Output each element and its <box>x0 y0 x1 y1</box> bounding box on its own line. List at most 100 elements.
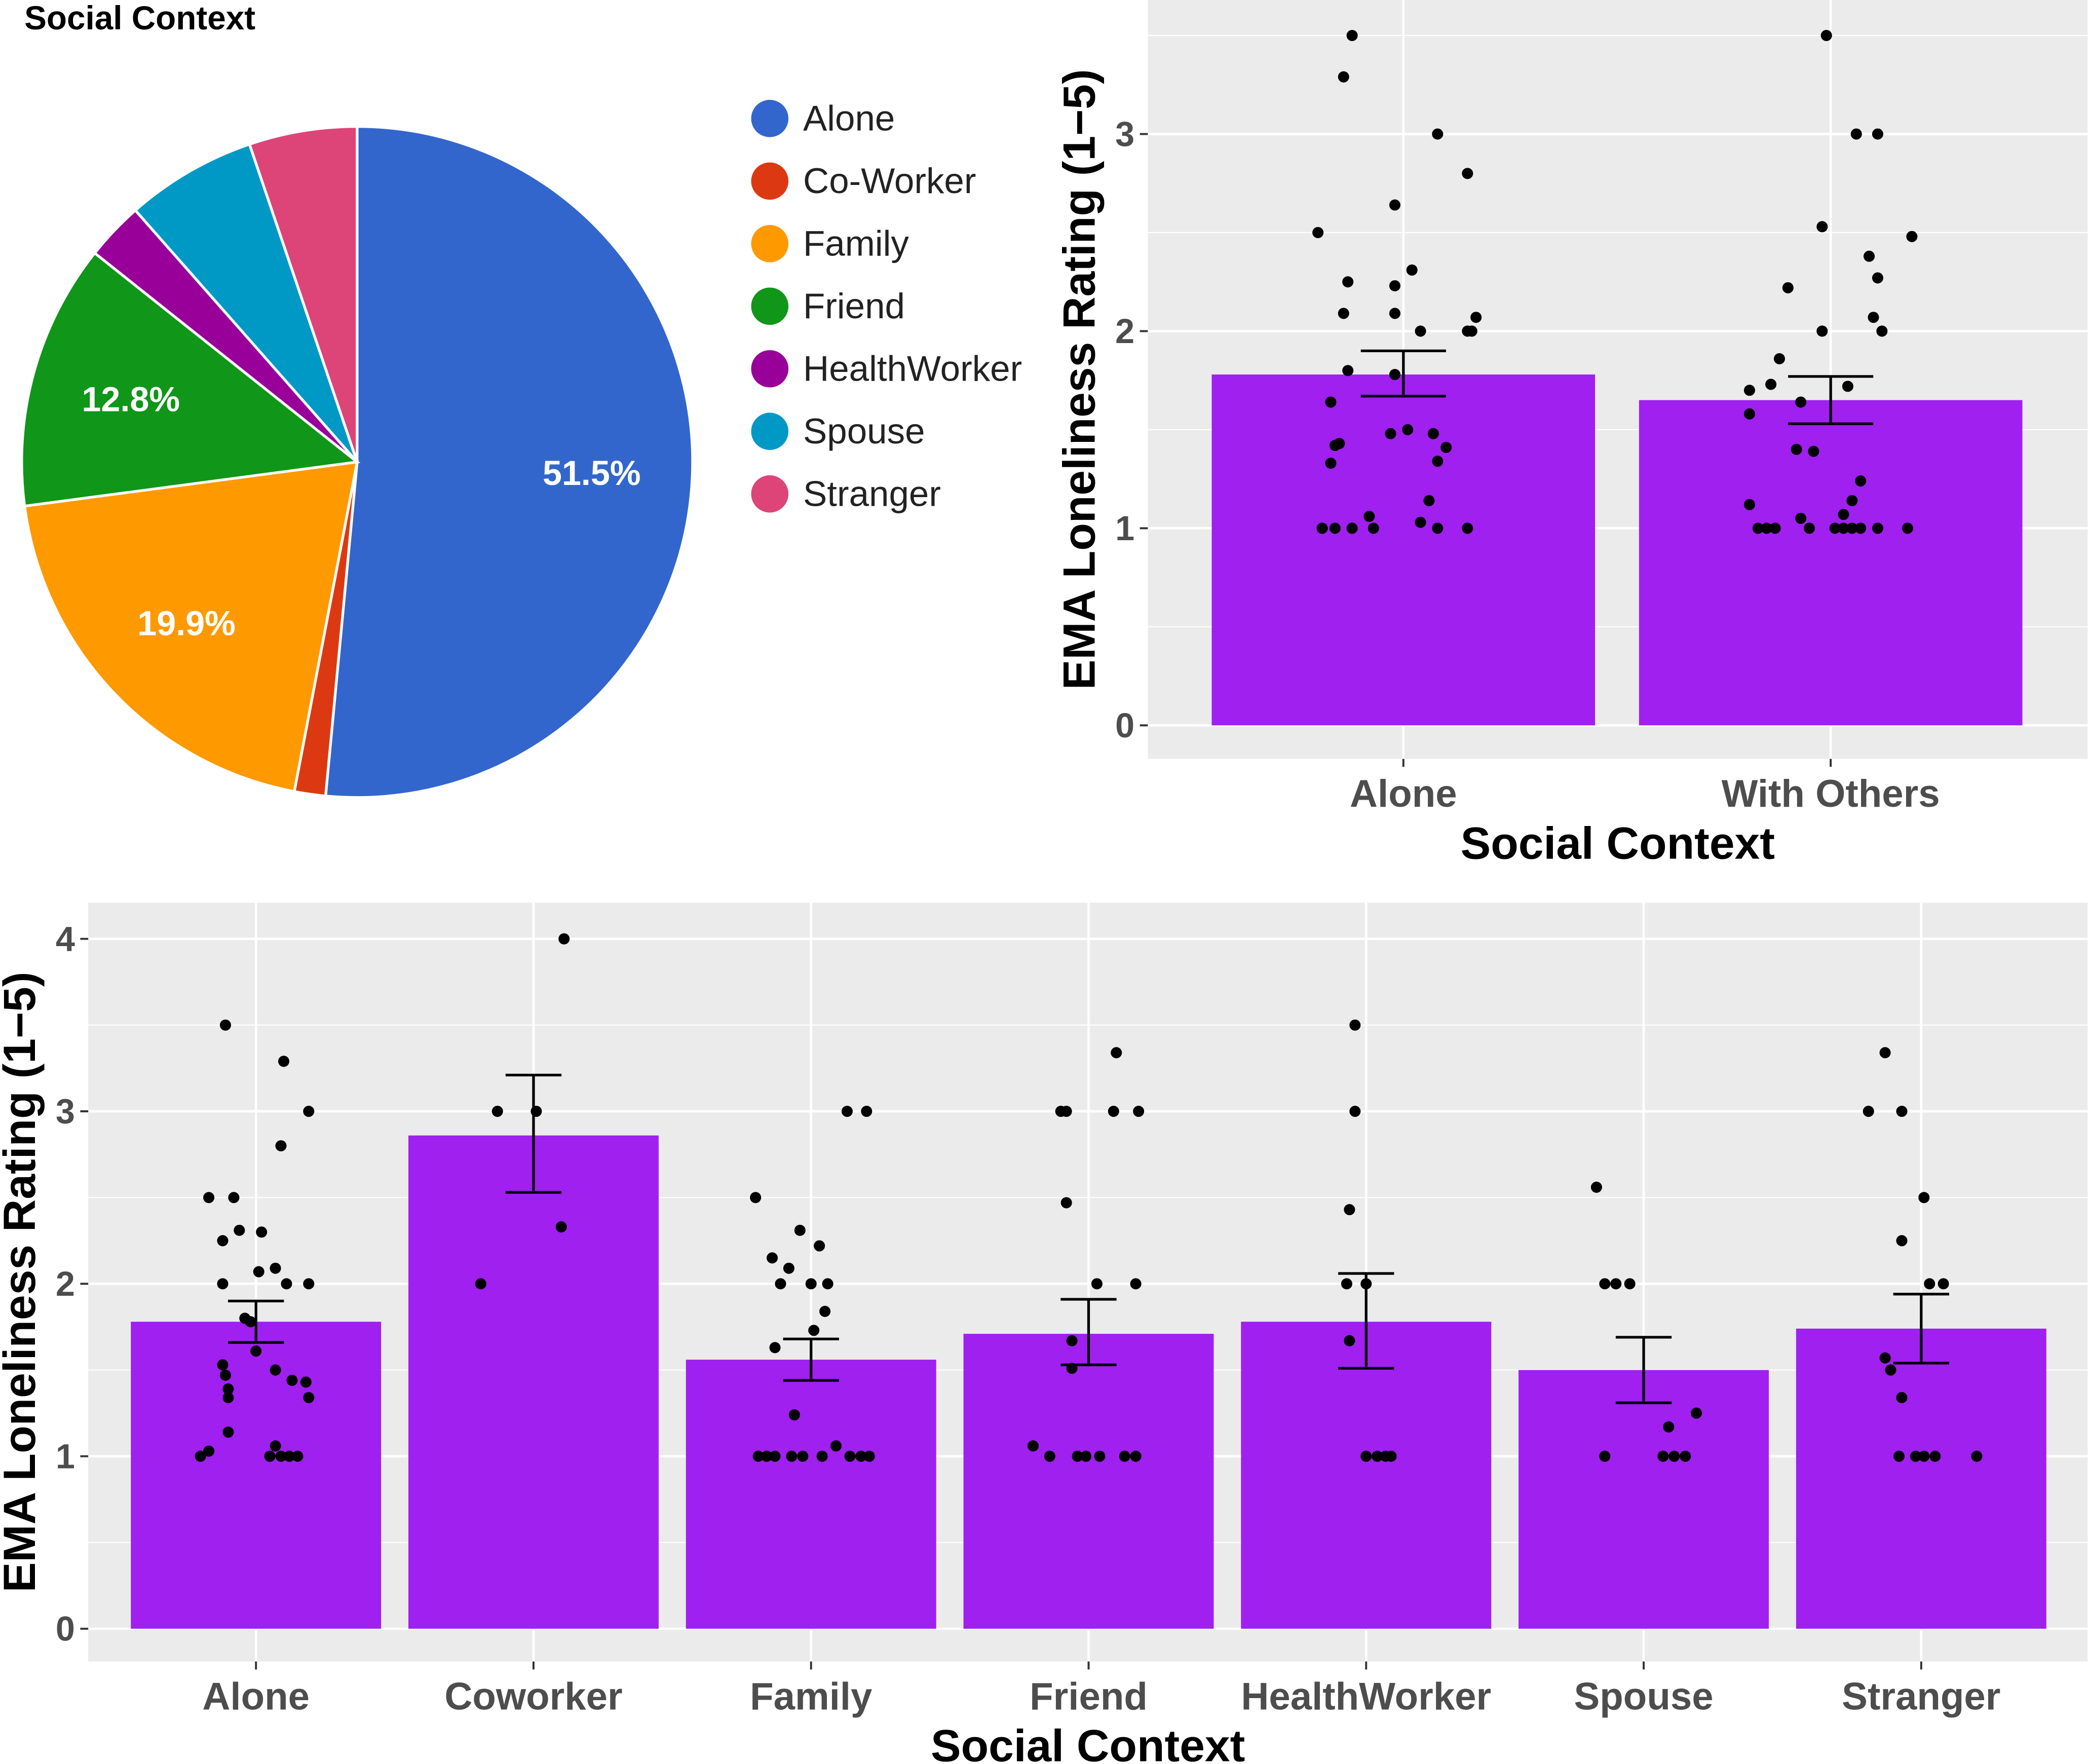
data-point <box>1470 312 1482 323</box>
data-point <box>1072 1450 1083 1462</box>
data-point <box>1415 516 1426 528</box>
data-point <box>1743 499 1755 510</box>
data-point <box>1091 1278 1103 1290</box>
data-point <box>475 1278 486 1290</box>
data-point <box>1971 1450 1983 1462</box>
pie-title: Social Context <box>24 0 255 36</box>
data-point <box>1432 128 1444 140</box>
data-point <box>1060 1197 1072 1209</box>
data-point <box>1599 1278 1611 1290</box>
data-point <box>1838 509 1849 520</box>
x-tick-label: Friend <box>1030 1675 1148 1718</box>
pie-slice-stranger <box>248 125 359 463</box>
data-point <box>1808 445 1819 457</box>
data-point <box>1663 1421 1675 1433</box>
data-point <box>1372 1450 1383 1462</box>
data-point <box>1599 1450 1611 1462</box>
data-point <box>1902 522 1913 534</box>
data-point <box>1349 1105 1361 1117</box>
data-point <box>250 1345 262 1357</box>
data-point <box>761 1450 773 1462</box>
error-bar <box>783 1337 839 1382</box>
data-point <box>491 1105 503 1117</box>
data-point <box>1427 428 1439 439</box>
data-point <box>283 1450 295 1462</box>
y-tick-label: 0 <box>56 1610 75 1648</box>
y-axis-title: EMA Loneliness Rating (1−5) <box>1053 69 1104 690</box>
bar-stranger <box>1796 1328 2046 1629</box>
data-point <box>1423 495 1435 506</box>
data-point <box>1130 1278 1142 1290</box>
data-point <box>822 1278 833 1290</box>
data-point <box>794 1224 806 1236</box>
data-point <box>816 1450 828 1462</box>
error-bar <box>1060 1298 1117 1366</box>
data-point <box>1119 1450 1130 1462</box>
x-tick-label: Alone <box>202 1675 310 1718</box>
data-point <box>769 1342 781 1354</box>
data-point <box>1108 1105 1119 1117</box>
data-point <box>1765 379 1777 390</box>
bar-family <box>686 1360 936 1629</box>
x-axis-title: Social Context <box>931 1720 1245 1764</box>
data-point <box>1803 522 1815 534</box>
data-point <box>1389 368 1401 381</box>
data-point <box>767 1252 778 1264</box>
data-point <box>1415 325 1426 337</box>
x-tick-label: HealthWorker <box>1241 1675 1491 1718</box>
bar-alone <box>131 1322 382 1629</box>
bar-friend <box>963 1334 1214 1629</box>
data-point <box>1657 1450 1669 1462</box>
data-point <box>1791 443 1802 455</box>
data-point <box>1769 522 1781 534</box>
x-tick-label: Stranger <box>1842 1675 2000 1718</box>
pie-slice-spouse <box>133 142 359 463</box>
data-point <box>203 1192 215 1204</box>
data-point <box>217 1278 229 1290</box>
x-axis-title: Social Context <box>1461 818 1775 869</box>
bar-with-others <box>1639 400 2023 726</box>
data-point <box>1341 1278 1352 1290</box>
error-bar <box>1338 1272 1394 1370</box>
data-point <box>1432 522 1444 534</box>
x-tick-label: With Others <box>1722 772 1940 815</box>
data-point <box>1080 1450 1092 1462</box>
data-point <box>1879 1352 1891 1364</box>
data-point <box>1344 1204 1355 1216</box>
data-point <box>1842 381 1853 392</box>
data-point <box>1743 408 1755 420</box>
error-bar <box>1360 349 1446 398</box>
data-point <box>281 1278 292 1290</box>
x-tick-label: Alone <box>1350 772 1457 815</box>
data-point <box>1795 512 1807 524</box>
data-point <box>775 1278 786 1290</box>
pie-legend: Alone Co-Worker Family Friend HealthWorker Sp… <box>751 98 1022 514</box>
data-point <box>1344 1335 1355 1346</box>
legend-swatch <box>751 162 789 200</box>
data-point <box>253 1266 264 1278</box>
y-tick-label: 1 <box>1115 509 1134 548</box>
data-point <box>1342 276 1354 288</box>
data-point <box>1329 522 1341 534</box>
data-point <box>1829 522 1841 534</box>
error-bar <box>505 1073 562 1194</box>
data-point <box>286 1374 298 1386</box>
legend-label: Spouse <box>803 411 925 452</box>
data-point <box>1752 522 1764 534</box>
data-point <box>814 1240 825 1252</box>
legend-label: Co-Worker <box>803 161 976 201</box>
data-point <box>1846 522 1858 534</box>
data-point <box>1368 522 1379 534</box>
data-point <box>1906 231 1918 242</box>
data-point <box>1863 1105 1874 1117</box>
data-point <box>270 1364 281 1376</box>
data-point <box>750 1192 762 1204</box>
data-point <box>1680 1450 1691 1462</box>
data-point <box>1820 29 1832 42</box>
legend-swatch <box>751 100 789 137</box>
data-point <box>1896 1105 1908 1117</box>
data-point <box>1360 1450 1372 1462</box>
data-point <box>558 933 570 945</box>
